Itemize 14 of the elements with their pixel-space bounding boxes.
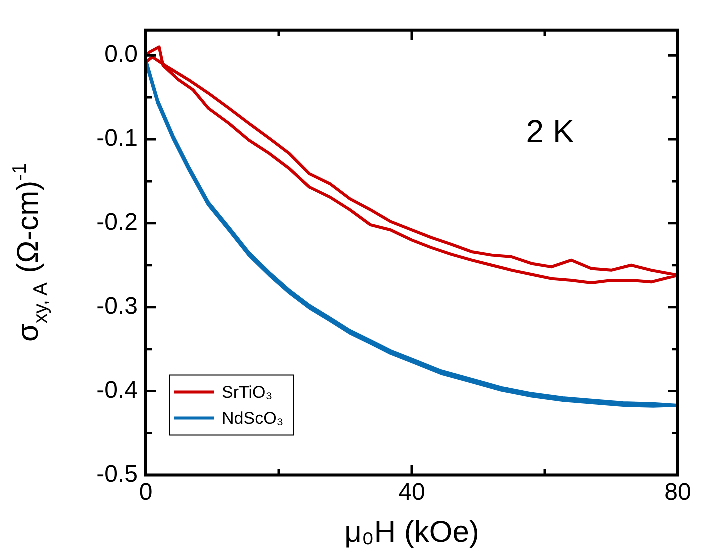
x-tick-label: 40	[398, 479, 426, 506]
legend-label: NdScO₃	[222, 409, 284, 428]
y-tick-label: -0.1	[96, 125, 138, 152]
y-tick-label: -0.2	[96, 209, 138, 236]
y-tick-label: -0.5	[96, 460, 138, 488]
legend-label: SrTiO₃	[222, 383, 273, 402]
annotation: 2 K	[526, 113, 574, 150]
y-axis-title: σxy, A (Ω-cm)-1	[9, 164, 52, 342]
x-tick-label: 0	[139, 479, 153, 506]
x-tick-label: 80	[664, 479, 692, 506]
y-tick-label: -0.3	[96, 292, 138, 320]
y-tick-label: 0.0	[104, 41, 138, 68]
y-tick-label: -0.4	[96, 376, 138, 404]
x-axis-title: μ₀H (kOe)	[344, 516, 480, 549]
